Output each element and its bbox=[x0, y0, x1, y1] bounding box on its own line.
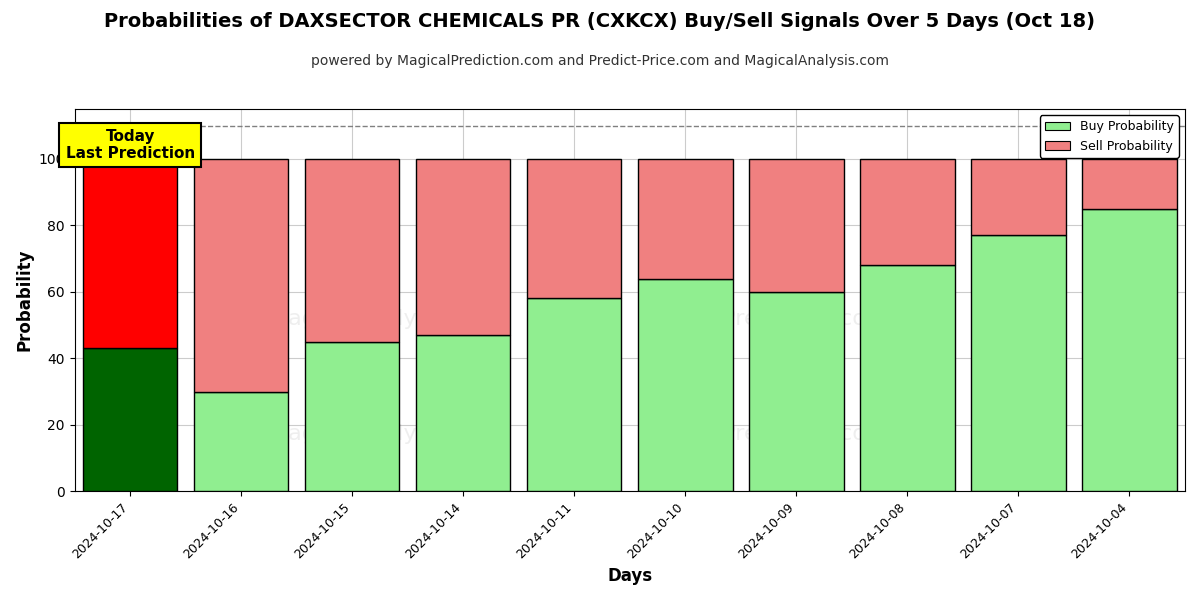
Text: MagicalAnalysis.com: MagicalAnalysis.com bbox=[270, 424, 502, 444]
Text: Probabilities of DAXSECTOR CHEMICALS PR (CXKCX) Buy/Sell Signals Over 5 Days (Oc: Probabilities of DAXSECTOR CHEMICALS PR … bbox=[104, 12, 1096, 31]
Bar bbox=[971, 159, 1066, 235]
Bar bbox=[971, 235, 1066, 491]
Bar bbox=[860, 265, 955, 491]
Bar bbox=[749, 159, 844, 292]
Bar bbox=[1082, 209, 1177, 491]
Text: MagicalAnalysis.com: MagicalAnalysis.com bbox=[270, 309, 502, 329]
Text: powered by MagicalPrediction.com and Predict-Price.com and MagicalAnalysis.com: powered by MagicalPrediction.com and Pre… bbox=[311, 54, 889, 68]
Bar bbox=[527, 159, 622, 298]
Bar bbox=[305, 341, 400, 491]
Y-axis label: Probability: Probability bbox=[16, 249, 34, 352]
Bar bbox=[194, 392, 288, 491]
Text: MagicalPrediction.com: MagicalPrediction.com bbox=[638, 424, 888, 444]
Text: MagicalPrediction.com: MagicalPrediction.com bbox=[638, 309, 888, 329]
Bar bbox=[83, 349, 178, 491]
Bar bbox=[416, 159, 510, 335]
Bar bbox=[749, 292, 844, 491]
Bar bbox=[1082, 159, 1177, 209]
Bar bbox=[416, 335, 510, 491]
X-axis label: Days: Days bbox=[607, 567, 653, 585]
Bar bbox=[305, 159, 400, 341]
Bar bbox=[194, 159, 288, 392]
Bar bbox=[83, 159, 178, 349]
Bar bbox=[527, 298, 622, 491]
Bar bbox=[860, 159, 955, 265]
Bar bbox=[638, 278, 732, 491]
Bar bbox=[638, 159, 732, 278]
Legend: Buy Probability, Sell Probability: Buy Probability, Sell Probability bbox=[1040, 115, 1178, 158]
Text: Today
Last Prediction: Today Last Prediction bbox=[66, 129, 194, 161]
